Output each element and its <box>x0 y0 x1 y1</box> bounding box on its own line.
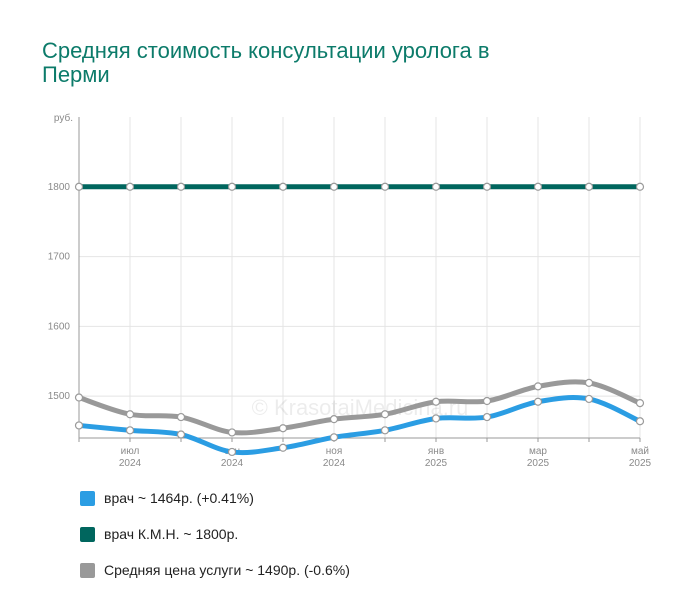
data-point-candidate <box>482 182 492 191</box>
data-point-average <box>329 415 339 424</box>
x-tick-label-year: 2025 <box>527 458 550 469</box>
data-point-candidate <box>584 182 594 191</box>
data-point-doctor <box>176 430 186 439</box>
legend-swatch-candidate <box>80 526 95 542</box>
data-point-average <box>74 393 84 402</box>
chart-title: Средняя стоимость консультации уролога в… <box>42 38 490 87</box>
legend-item-candidate[interactable]: врач К.М.Н. ~ 1800р. <box>80 524 350 544</box>
data-point-candidate <box>635 182 645 191</box>
data-point-doctor <box>329 433 339 442</box>
data-point-average <box>533 382 543 391</box>
legend-label-doctor: врач ~ 1464р. (+0.41%) <box>104 490 254 506</box>
data-point-candidate <box>74 182 84 191</box>
data-point-doctor <box>482 412 492 422</box>
data-point-average <box>635 399 645 408</box>
data-point-average <box>125 410 135 419</box>
data-point-candidate <box>125 182 135 191</box>
data-point-doctor <box>125 426 135 435</box>
x-tick-label-month: мар <box>529 446 547 457</box>
data-point-average <box>584 378 594 387</box>
legend-label-candidate: врач К.М.Н. ~ 1800р. <box>104 526 239 542</box>
legend: врач ~ 1464р. (+0.41%) врач К.М.Н. ~ 180… <box>80 488 350 596</box>
y-tick-label: 1600 <box>48 321 71 332</box>
data-point-candidate <box>176 182 186 191</box>
data-point-candidate <box>431 182 441 191</box>
data-point-doctor <box>584 394 594 404</box>
data-point-candidate <box>227 182 237 191</box>
data-point-candidate <box>533 182 543 191</box>
axes <box>78 117 641 442</box>
data-point-doctor <box>635 417 645 426</box>
legend-item-average[interactable]: Средняя цена услуги ~ 1490р. (-0.6%) <box>80 560 350 580</box>
data-point-average <box>278 424 288 433</box>
y-tick-label: 1500 <box>48 391 71 402</box>
data-point-candidate <box>278 182 288 191</box>
series-points <box>74 182 645 457</box>
data-point-average <box>176 412 186 422</box>
data-point-doctor <box>380 426 390 435</box>
data-point-average <box>482 396 492 406</box>
grid-lines <box>78 117 641 438</box>
data-point-doctor <box>227 447 237 457</box>
data-point-candidate <box>380 182 390 191</box>
legend-label-average: Средняя цена услуги ~ 1490р. (-0.6%) <box>104 562 350 578</box>
x-tick-label-year: 2024 <box>221 458 244 469</box>
x-tick-label-month: июл <box>121 446 140 457</box>
legend-item-doctor[interactable]: врач ~ 1464р. (+0.41%) <box>80 488 350 508</box>
data-point-doctor <box>74 421 84 430</box>
x-tick-label-month: янв <box>428 446 444 457</box>
x-tick-label-year: 2024 <box>323 458 346 469</box>
series-line-average <box>76 379 643 436</box>
series-lines <box>76 184 643 456</box>
data-point-average <box>227 428 237 437</box>
data-point-average <box>380 410 390 419</box>
data-point-doctor <box>533 397 543 406</box>
line-chart: руб.1500160017001800июл2024сен2024ноя202… <box>48 112 652 469</box>
y-tick-label: 1700 <box>48 252 71 263</box>
data-point-doctor <box>431 414 441 423</box>
data-point-candidate <box>329 182 339 191</box>
tick-labels: руб.1500160017001800июл2024сен2024ноя202… <box>48 112 652 469</box>
legend-swatch-average <box>80 562 95 578</box>
x-tick-label-year: 2024 <box>119 458 142 469</box>
x-tick-label-year: 2025 <box>629 458 652 469</box>
data-point-average <box>431 397 441 406</box>
y-unit-label: руб. <box>54 112 73 124</box>
x-tick-label-month: ноя <box>326 446 343 457</box>
x-tick-label-month: май <box>631 446 649 457</box>
data-point-doctor <box>278 443 288 452</box>
x-tick-label-year: 2025 <box>425 458 448 469</box>
series-line-doctor <box>76 395 643 456</box>
legend-swatch-doctor <box>80 490 95 506</box>
y-tick-label: 1800 <box>48 182 71 193</box>
